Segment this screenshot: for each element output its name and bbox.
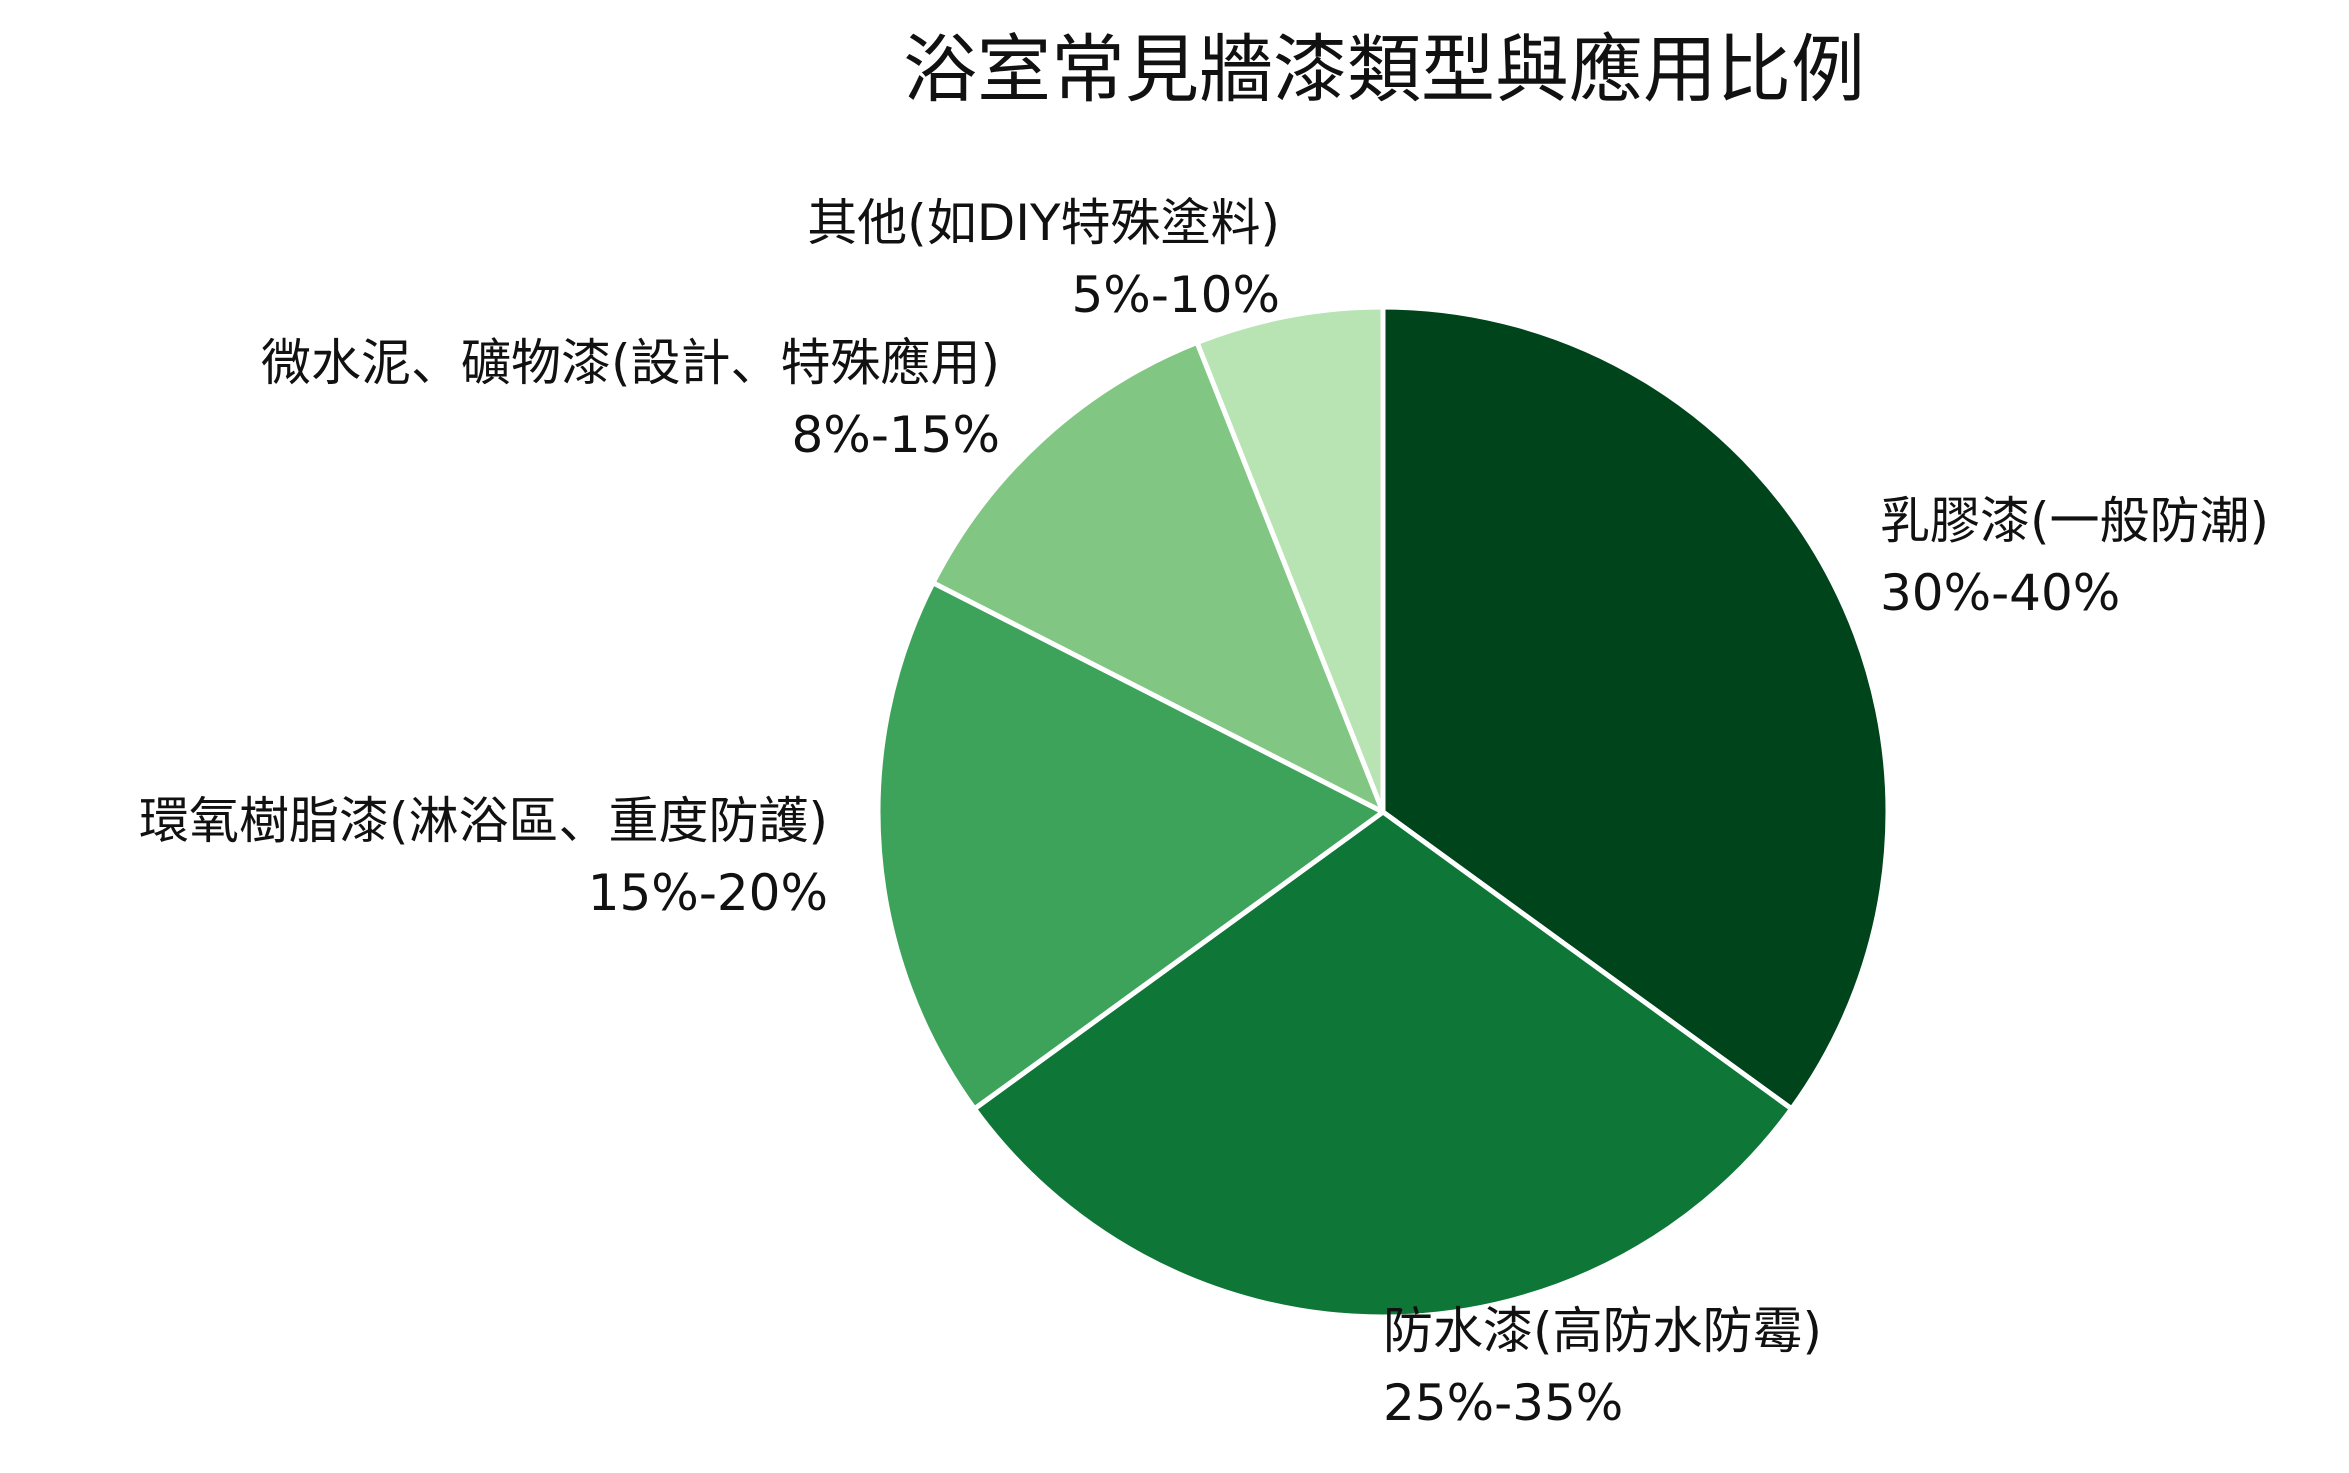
chart-title: 浴室常見牆漆類型與應用比例 [903,27,1865,113]
slice-label-range-3: 8%-15% [792,406,1001,464]
pie-slice-1 [971,809,1795,1320]
slice-label-range-1: 25%-35% [1383,1374,1623,1432]
pie-slice-3 [930,339,1386,815]
slice-label-range-2: 15%-20% [588,864,828,922]
slice-label-range-0: 30%-40% [1880,564,2120,622]
pie-slice-0 [1380,304,1891,1112]
slice-label-name-2: 環氧樹脂漆(淋浴區、重度防護) [139,792,828,850]
slice-label-range-4: 5%-10% [1072,266,1281,324]
slice-labels: 乳膠漆(一般防潮) 30%-40% 防水漆(高防水防霉) 25%-35% 環氧樹脂漆(淋… [139,194,2269,1432]
pie-slice-4 [1194,304,1386,815]
pie-slices [875,304,1891,1320]
slice-label-name-4: 其他(如DIY特殊塗料) [807,194,1280,252]
slice-label-name-1: 防水漆(高防水防霉) [1383,1302,1822,1360]
pie-slice-2 [875,580,1386,1112]
slice-label-name-3: 微水泥、礦物漆(設計、特殊應用) [261,334,1000,392]
slice-label-name-0: 乳膠漆(一般防潮) [1880,492,2269,550]
